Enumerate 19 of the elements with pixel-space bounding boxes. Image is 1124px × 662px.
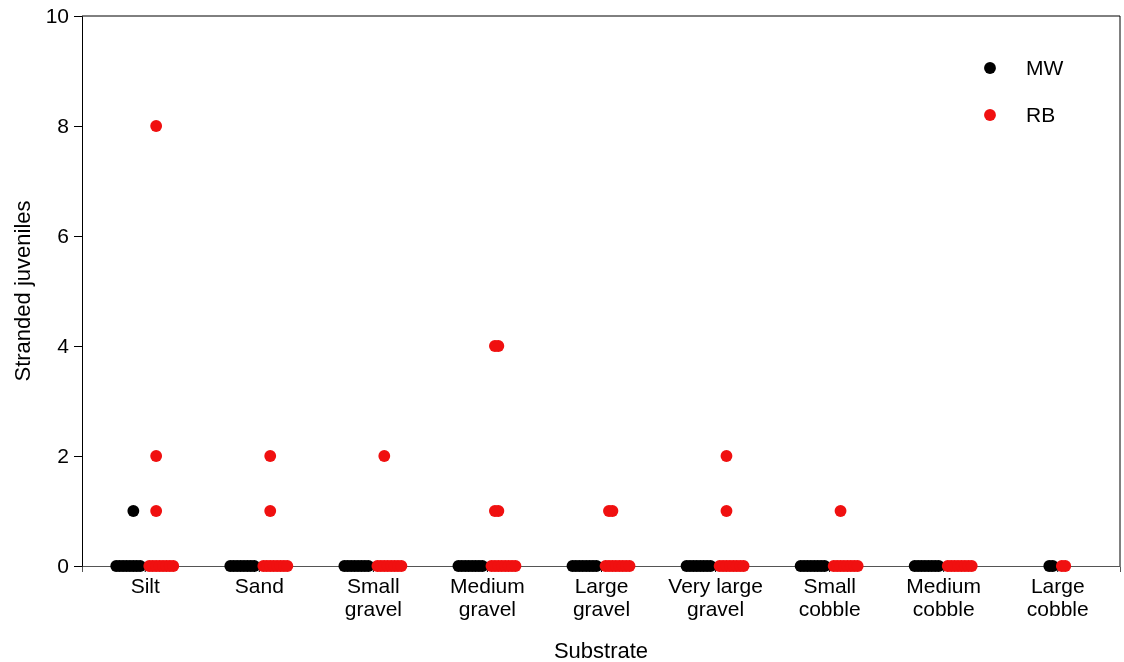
legend-label: RB [1026, 103, 1056, 126]
y-tick-label: 6 [57, 224, 69, 248]
x-tick-label: Sand [234, 573, 284, 597]
x-tick-label: Silt [130, 573, 160, 597]
legend-label: MW [1026, 56, 1064, 79]
x-tick-label: Small cobble [798, 573, 861, 621]
y-tick-label: 2 [57, 444, 69, 468]
x-tick-label: Very large gravel [668, 573, 763, 621]
y-axis-title: Stranded juveniles [10, 200, 35, 382]
x-tick-label: Large gravel [572, 573, 631, 621]
x-tick-label: Large cobble [1026, 573, 1089, 621]
y-tick-label: 10 [45, 4, 69, 28]
x-tick-label: Medium gravel [450, 573, 525, 621]
x-tick-label: Medium cobble [906, 573, 982, 621]
y-tick-label: 8 [57, 114, 69, 138]
x-tick-label: Small gravel [344, 573, 402, 621]
x-axis-title: Substrate [553, 638, 649, 662]
y-tick-label: 4 [57, 334, 70, 358]
y-tick-label: 0 [57, 554, 69, 578]
